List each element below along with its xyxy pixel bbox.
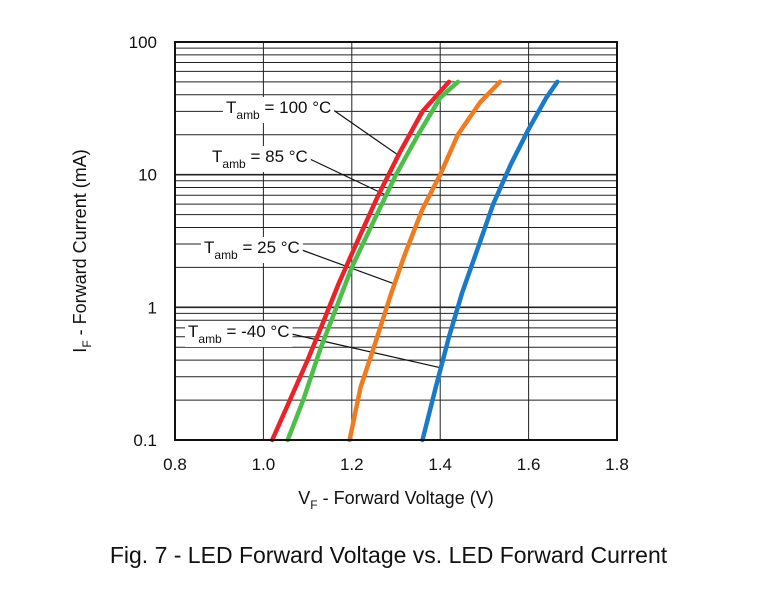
x-tick-label: 0.8 [163,455,187,474]
callout-label: Tamb = 25 °C [204,238,300,262]
callout-label: Tamb = -40 °C [188,322,289,346]
series-line [285,79,461,443]
callout-label-main: T [188,322,198,341]
y-axis-title: IF - Forward Current (mA) [70,149,94,352]
y-tick-label: 10 [138,166,157,185]
callout-label-rest: = -40 °C [222,322,290,341]
x-tick-label: 1.2 [340,455,364,474]
callout-label: Tamb = 100 °C [226,98,331,122]
callout-label-background [209,146,311,172]
y-axis-title-sub: F [80,340,94,347]
callout-label-sub: amb [214,248,238,262]
figure-caption: Fig. 7 - LED Forward Voltage vs. LED For… [109,542,668,568]
grid [175,42,617,440]
callout-label-main: T [204,238,214,257]
y-axis-title-main: I [70,348,90,353]
y-axis-title-rest: - Forward Current (mA) [70,149,90,340]
callout-label-sub: amb [198,332,222,346]
y-tick-label: 100 [129,33,157,52]
x-tick-label: 1.8 [605,455,629,474]
x-tick-label: 1.0 [252,455,276,474]
callout-leader-line [332,109,399,156]
plot-frame [174,41,618,441]
callout-label-sub: amb [236,108,260,122]
callout-label-main: T [226,98,236,117]
series-lines [269,79,560,443]
callout-label-sub: amb [222,157,246,171]
y-tick-label: 0.1 [133,431,157,450]
callout-label-rest: = 85 °C [246,147,308,166]
callout-label-background [201,237,303,263]
x-tick-label: 1.4 [428,455,452,474]
callout-leader-line [309,158,387,196]
x-axis-title-sub: F [310,498,317,512]
callout-label-background [185,321,293,347]
x-tick-label: 1.6 [517,455,541,474]
series-line [347,79,503,443]
x-axis-title-main: V [298,488,310,508]
callout-label-main: T [212,147,222,166]
callout-label-background [223,97,335,123]
y-tick-label: 1 [148,298,157,317]
callout-label: Tamb = 85 °C [212,147,308,171]
series-line [269,79,452,443]
tick-labels: 0.8 1.0 1.2 1.4 1.6 1.8 0.1 1 10 100 [129,33,629,474]
x-axis-title: VF - Forward Voltage (V) [298,488,493,512]
callout-label-rest: = 100 °C [260,98,332,117]
callout-label-rest: = 25 °C [238,238,300,257]
x-axis-title-rest: - Forward Voltage (V) [318,488,494,508]
series-line [420,79,560,443]
